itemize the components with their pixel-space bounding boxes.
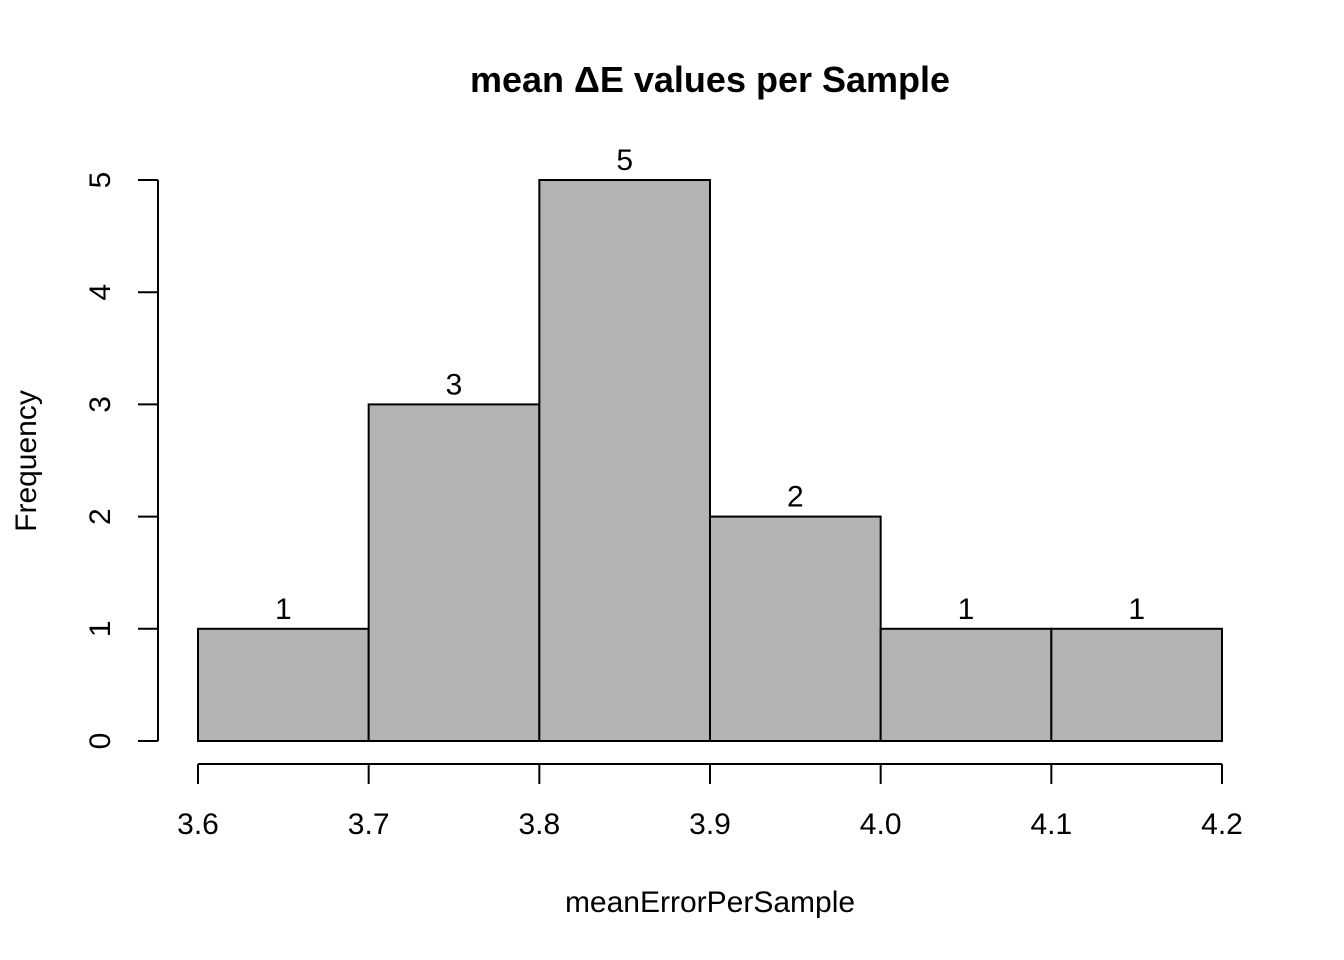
x-tick-label: 4.2 <box>1201 808 1243 841</box>
bar-count-label: 2 <box>787 481 804 514</box>
bar-count-label: 1 <box>1128 593 1145 626</box>
y-tick-label: 5 <box>84 172 117 189</box>
y-tick-label: 2 <box>84 508 117 525</box>
x-tick-label: 3.6 <box>177 808 219 841</box>
x-tick-label: 4.0 <box>860 808 902 841</box>
y-tick-label: 0 <box>84 733 117 750</box>
bar-count-label: 1 <box>958 593 975 626</box>
x-tick-label: 4.1 <box>1030 808 1072 841</box>
bars-group <box>197 179 1224 742</box>
histogram-bar <box>538 179 711 742</box>
y-axis: 0 1 2 3 4 5 <box>84 172 159 750</box>
x-tick-label: 3.7 <box>348 808 390 841</box>
histogram-bar <box>197 627 370 742</box>
bar-count-label: 3 <box>446 368 463 401</box>
histogram-bar <box>367 403 541 742</box>
histogram-bar <box>1050 627 1224 742</box>
histogram-bar <box>879 627 1053 742</box>
histogram-bar <box>709 515 882 742</box>
y-tick-label: 4 <box>84 284 117 301</box>
x-axis: 3.6 3.7 3.8 3.9 4.0 4.1 4.2 <box>177 763 1243 841</box>
y-tick-label: 1 <box>84 620 117 637</box>
x-tick-label: 3.8 <box>518 808 560 841</box>
bar-count-label: 1 <box>275 593 292 626</box>
chart-title: mean ΔE values per Sample <box>470 59 950 100</box>
x-tick-label: 3.9 <box>689 808 731 841</box>
bar-count-label: 5 <box>616 144 633 177</box>
data-labels-group: 1 3 5 2 1 1 <box>275 144 1145 626</box>
y-axis-label: Frequency <box>10 390 43 532</box>
y-tick-label: 3 <box>84 396 117 413</box>
x-axis-label: meanErrorPerSample <box>565 886 855 919</box>
